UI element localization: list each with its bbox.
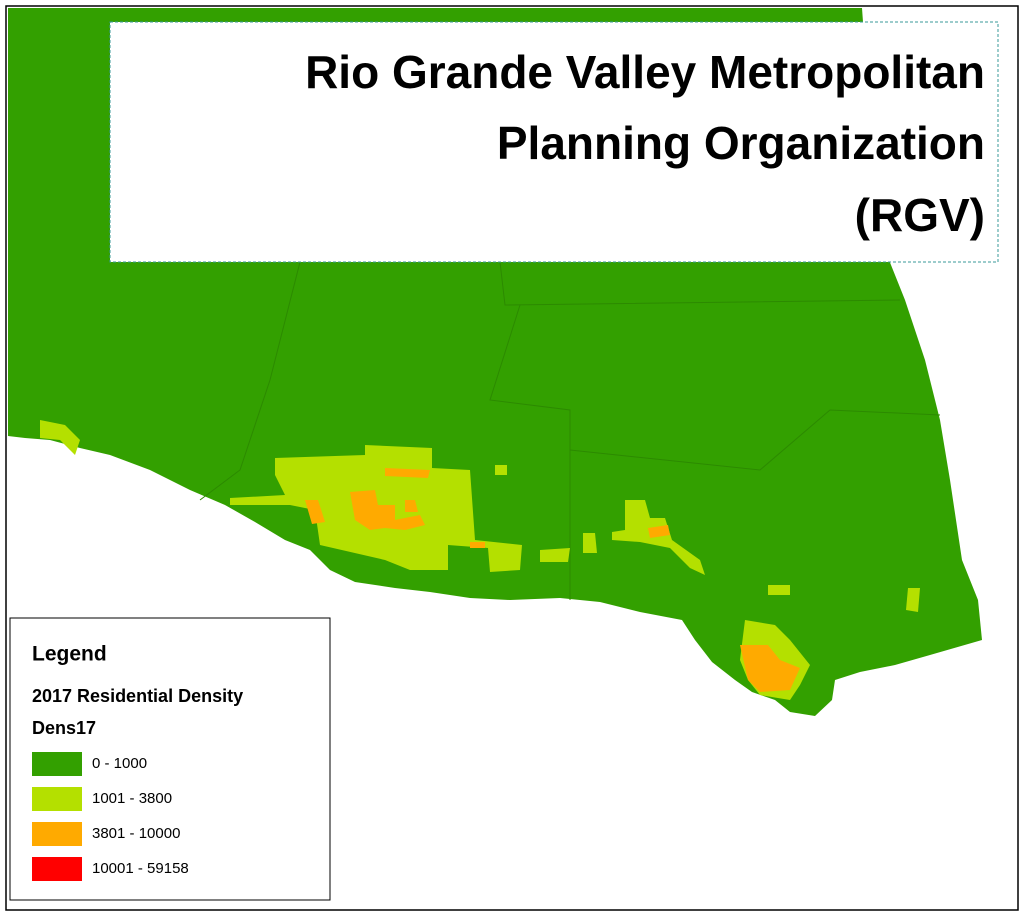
legend-swatch (32, 857, 82, 881)
legend-layer: 2017 Residential Density (32, 686, 243, 706)
frame (5, 5, 1019, 911)
title-panel (109, 21, 999, 263)
legend-label: 1001 - 3800 (92, 790, 172, 807)
county-lines (199, 261, 941, 600)
legend-heading: Legend (32, 643, 107, 666)
legend-swatch (32, 752, 82, 776)
title-box: Rio Grande Valley Metropolitan Planning … (109, 21, 999, 263)
legend-label: 10001 - 59158 (92, 860, 189, 877)
legend-swatch (32, 787, 82, 811)
legend-swatch (32, 822, 82, 846)
region-high-density (305, 468, 800, 692)
title-line: (RGV) (855, 189, 985, 241)
title-line: Planning Organization (497, 117, 985, 169)
legend-label: 3801 - 10000 (92, 825, 180, 842)
title-line: Rio Grande Valley Metropolitan (305, 46, 985, 98)
legend-label: 0 - 1000 (92, 755, 147, 772)
legend: Legend 2017 Residential Density Dens17 0… (9, 617, 331, 901)
legend-field: Dens17 (32, 718, 96, 738)
